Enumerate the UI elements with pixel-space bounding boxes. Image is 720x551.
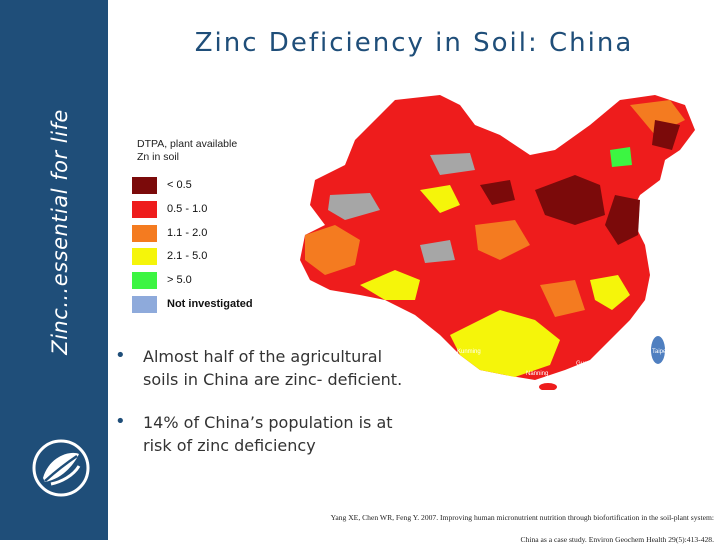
legend-label: < 0.5 xyxy=(167,179,192,191)
city-label: Nanning xyxy=(526,371,548,377)
legend-item: Not investigated xyxy=(132,296,302,314)
legend-title-line: DTPA, plant available xyxy=(137,138,238,150)
legend-label: 2.1 - 5.0 xyxy=(167,250,208,262)
map-zone-orange xyxy=(540,280,585,317)
map-zone-darkred xyxy=(605,195,640,245)
map-zone-grey xyxy=(430,153,475,175)
legend-label: 1.1 - 2.0 xyxy=(167,227,208,239)
map-zone-green xyxy=(610,147,632,167)
legend-title-line: Zn in soil xyxy=(137,151,180,163)
citation-line: Yang XE, Chen WR, Feng Y. 2007. Improvin… xyxy=(330,513,714,522)
sidebar-title: Zinc…essential for life xyxy=(48,109,72,355)
legend-item: 1.1 - 2.0 xyxy=(132,225,302,243)
legend-label: 0.5 - 1.0 xyxy=(167,203,208,215)
bullet-dot-icon: • xyxy=(115,411,126,432)
city-label: Guangzhou xyxy=(576,361,607,367)
legend-swatch xyxy=(132,225,157,242)
bullet-dot-icon: • xyxy=(115,345,126,366)
legend-swatch xyxy=(132,272,157,289)
legend-swatch xyxy=(132,177,157,194)
legend-swatch xyxy=(132,296,157,313)
sidebar: Zinc…essential for life xyxy=(0,0,108,540)
citation-line: China as a case study. Environ Geochem H… xyxy=(520,535,714,544)
china-zinc-map: Shanghai Taipei Kunming Nanning Guangzho… xyxy=(300,95,695,390)
map-zone-darkred xyxy=(652,120,680,150)
legend-label: Not investigated xyxy=(167,298,253,310)
legend-label: > 5.0 xyxy=(167,274,192,286)
map-zone-grey xyxy=(328,193,380,220)
map-zone-darkred xyxy=(535,175,605,225)
legend-item: 0.5 - 1.0 xyxy=(132,201,302,219)
citation: Yang XE, Chen WR, Feng Y. 2007. Improvin… xyxy=(258,507,714,551)
legend-item: 2.1 - 5.0 xyxy=(132,248,302,266)
map-zone-orange xyxy=(475,220,530,260)
page-title: Zinc Deficiency in Soil: China xyxy=(194,28,634,58)
map-zone-grey xyxy=(420,240,455,263)
city-label: Taipei xyxy=(652,349,668,355)
legend-item: < 0.5 xyxy=(132,177,302,195)
map-zone-yellow xyxy=(420,185,460,213)
city-label: Shanghai xyxy=(650,293,675,299)
map-taiwan xyxy=(651,336,665,364)
bullet-text: Almost half of the agricultural soils in… xyxy=(143,345,413,391)
map-zone-yellow xyxy=(360,270,420,300)
map-zone-orange xyxy=(305,225,360,275)
bullet-text: 14% of China’s population is at risk of … xyxy=(143,411,413,457)
legend-item: > 5.0 xyxy=(132,272,302,290)
map-zone-yellow xyxy=(590,275,630,310)
legend-title: DTPA, plant available Zn in soil xyxy=(137,138,237,164)
map-zone-darkred xyxy=(480,180,515,205)
map-zone-yellow xyxy=(450,310,560,377)
city-label: Kunming xyxy=(457,349,481,355)
legend-swatch xyxy=(132,201,157,218)
legend-swatch xyxy=(132,248,157,265)
map-hainan xyxy=(539,383,557,390)
leaf-logo-icon xyxy=(32,439,90,497)
